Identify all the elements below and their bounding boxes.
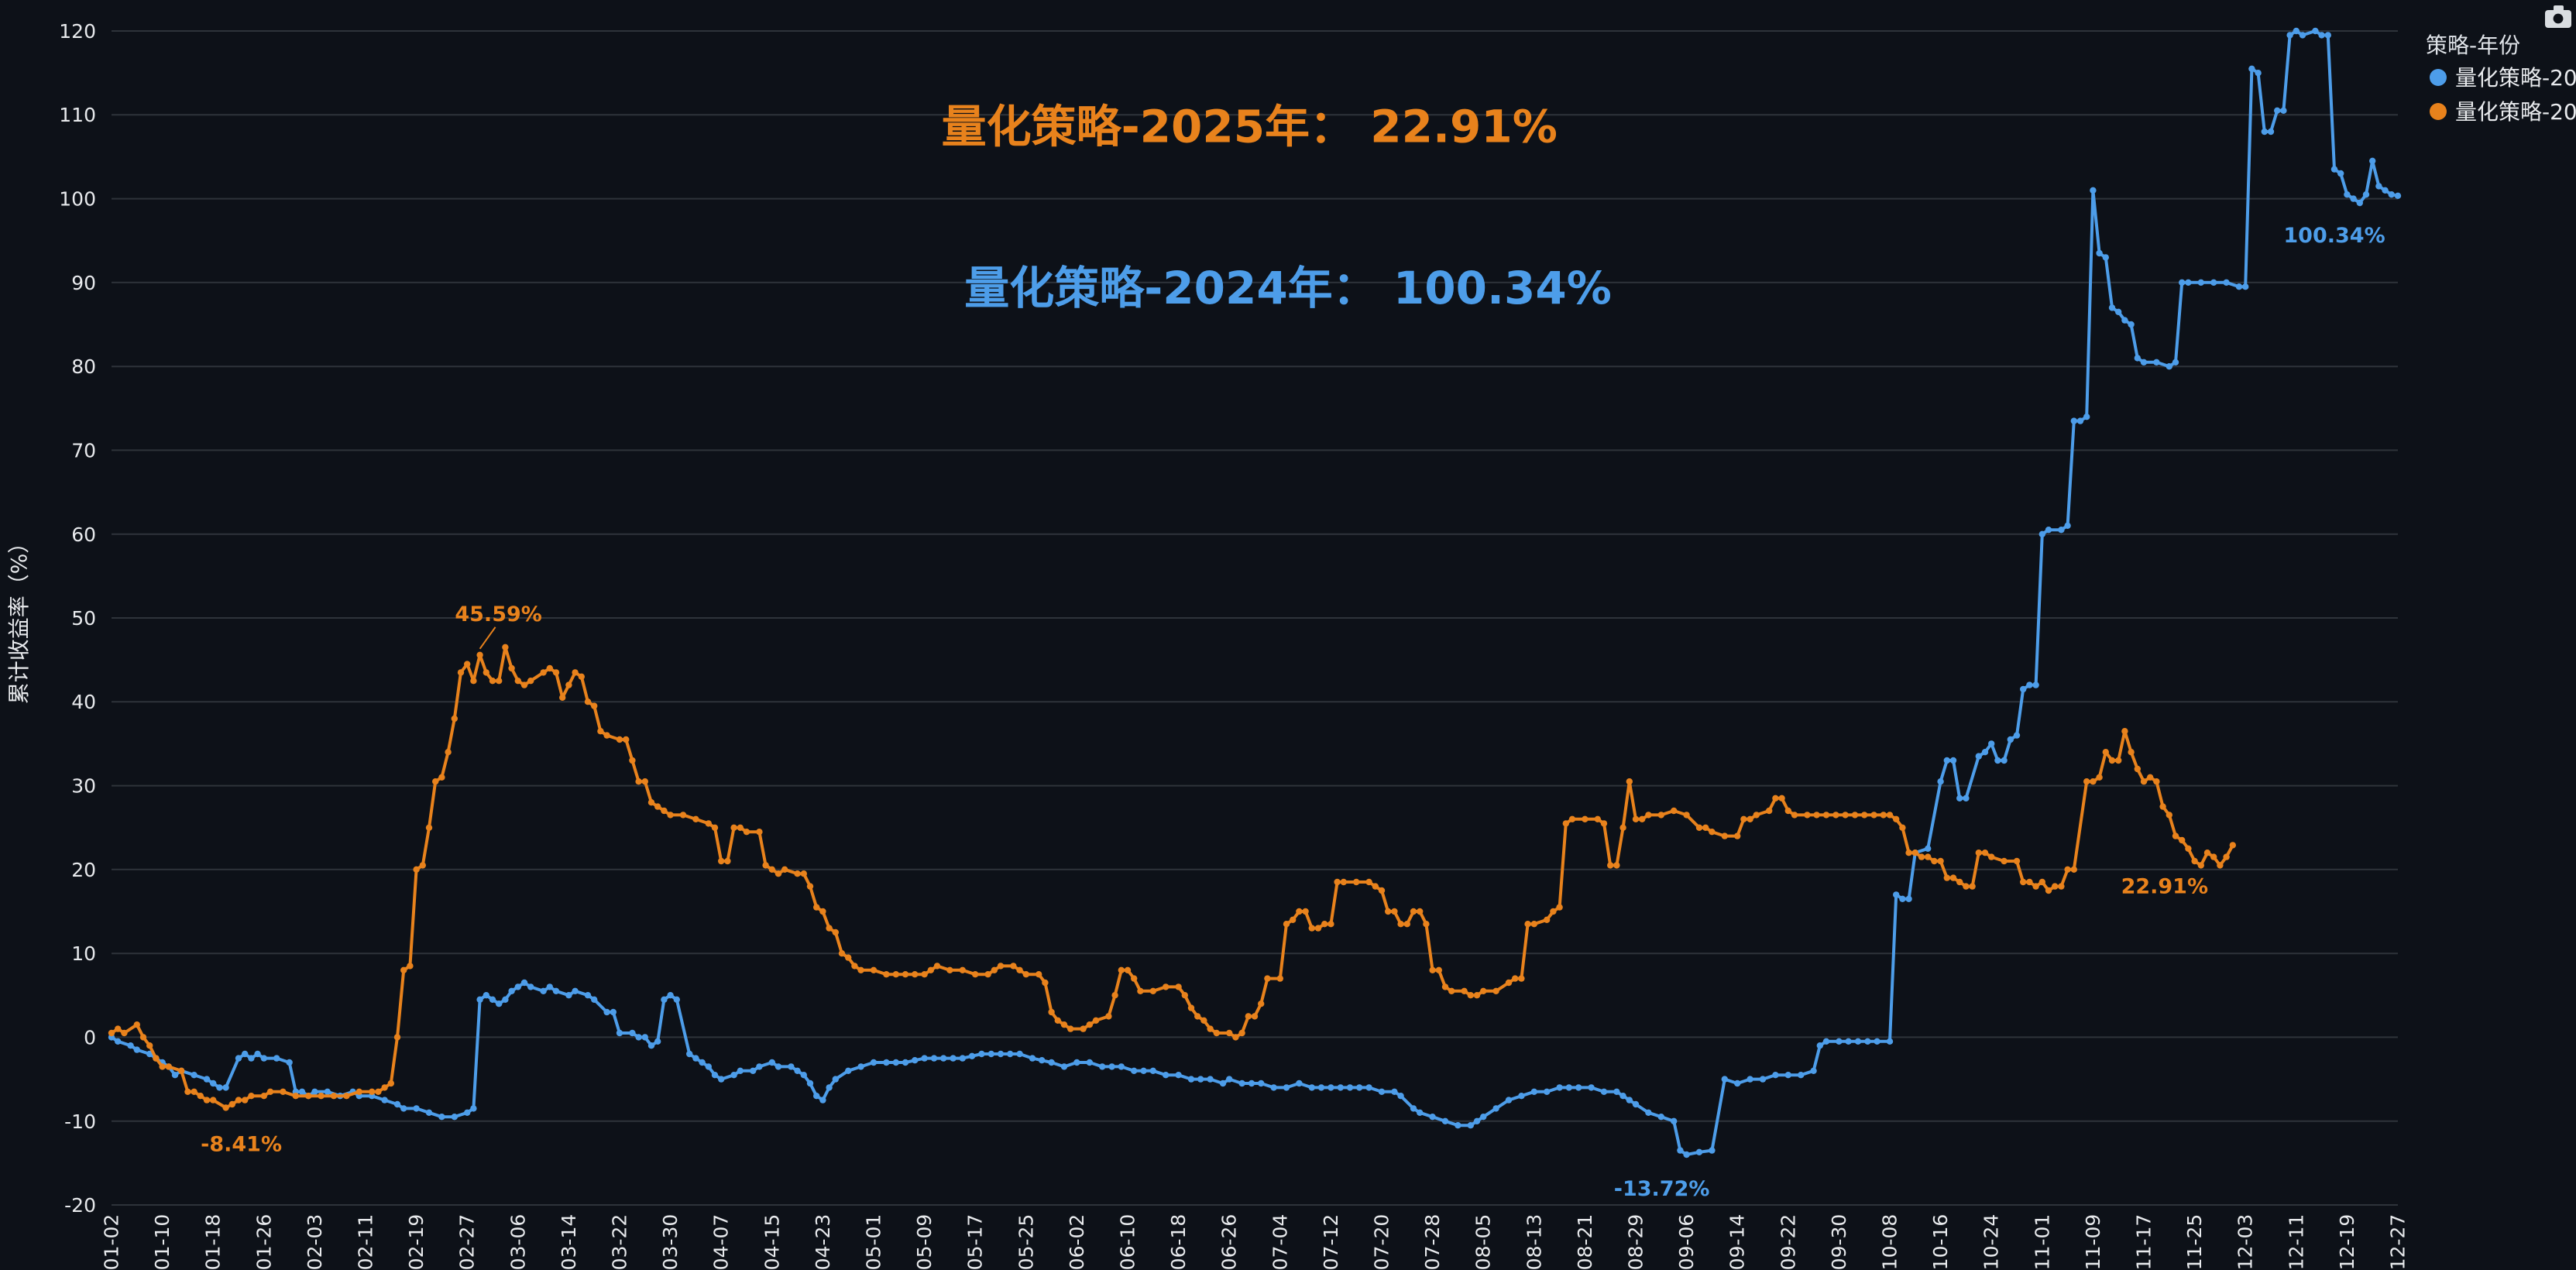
x-tick-label: 12-19 — [2336, 1214, 2358, 1270]
y-tick-label: 100 — [59, 188, 96, 211]
y-tick-label: 30 — [71, 775, 96, 798]
x-tick-label: 07-04 — [1269, 1214, 1291, 1270]
x-tick-label: 06-02 — [1066, 1214, 1088, 1270]
x-tick-label: 08-05 — [1472, 1214, 1495, 1270]
series-line-1[interactable] — [110, 645, 2234, 1110]
y-tick-label: 110 — [59, 104, 96, 126]
series-line-0[interactable] — [110, 29, 2399, 1156]
x-tick-label: 04-07 — [710, 1214, 733, 1270]
x-tick-label: 02-27 — [456, 1214, 479, 1270]
legend-label-2024: 量化策略-2024年 — [2455, 65, 2576, 91]
series-markers-1 — [108, 644, 2236, 1111]
x-tick-label: 11-25 — [2183, 1214, 2206, 1270]
y-tick-label: 0 — [84, 1026, 96, 1049]
x-tick-label: 08-21 — [1574, 1214, 1596, 1270]
x-tick-label: 04-15 — [761, 1214, 783, 1270]
x-tick-label: 05-25 — [1015, 1214, 1037, 1270]
legend-title: 策略-年份 — [2426, 33, 2520, 58]
x-tick-label: 10-16 — [1929, 1214, 1952, 1270]
x-tick-label: 09-06 — [1675, 1214, 1698, 1270]
value-annotation-2: 45.59% — [455, 602, 541, 626]
legend: 策略-年份 量化策略-2024年 量化策略-2025年 — [2426, 33, 2576, 125]
x-tick-label: 08-13 — [1523, 1214, 1545, 1270]
x-tick-label: 09-22 — [1777, 1214, 1799, 1270]
headline-annotation-0: 量化策略-2025年： 22.91% — [942, 101, 1558, 153]
x-tick-label: 02-11 — [355, 1214, 377, 1270]
x-tick-label: 01-18 — [202, 1214, 225, 1270]
y-tick-label: 70 — [71, 439, 96, 462]
x-tick-label: 11-17 — [2133, 1214, 2155, 1270]
x-tick-label: 06-10 — [1117, 1214, 1139, 1270]
x-tick-label: 12-27 — [2387, 1214, 2409, 1270]
x-tick-label: 01-10 — [151, 1214, 173, 1270]
y-tick-label: 20 — [71, 859, 96, 881]
legend-item-2025[interactable]: 量化策略-2025年 — [2430, 99, 2576, 125]
x-tick-label: 05-09 — [913, 1214, 936, 1270]
y-tick-label: 60 — [71, 523, 96, 546]
x-tick-label: 11-09 — [2082, 1214, 2104, 1270]
x-tick-label: 03-22 — [609, 1214, 631, 1270]
x-tick-label: 02-19 — [405, 1214, 428, 1270]
legend-label-2025: 量化策略-2025年 — [2455, 99, 2576, 125]
y-tick-label: 120 — [59, 20, 96, 43]
plot-area: -20 -10 0 10 20 30 40 50 60 70 80 90 100 110 120 01-02 0… — [6, 20, 2409, 1270]
x-tick-label: 05-17 — [964, 1214, 987, 1270]
y-tick-label: -10 — [64, 1110, 96, 1133]
legend-item-2024[interactable]: 量化策略-2024年 — [2430, 65, 2576, 91]
x-tick-label: 07-28 — [1421, 1214, 1444, 1270]
camera-icon[interactable] — [2545, 5, 2571, 28]
y-axis-title: 累计收益率（%） — [6, 532, 32, 705]
y-tick-label: 40 — [71, 691, 96, 713]
legend-swatch-2025-icon — [2430, 103, 2447, 120]
x-tick-label: 03-14 — [558, 1214, 580, 1270]
value-annotation-4: -13.72% — [1614, 1177, 1710, 1201]
x-tick-label: 02-03 — [304, 1214, 326, 1270]
series-markers-0 — [108, 27, 2402, 1158]
x-tick-label: 04-23 — [812, 1214, 834, 1270]
x-tick-label: 10-24 — [1980, 1214, 2003, 1270]
value-annotation-6: 22.91% — [2121, 874, 2208, 898]
x-tick-label: 12-11 — [2285, 1214, 2307, 1270]
x-tick-label: 01-26 — [252, 1214, 275, 1270]
y-tick-label: -20 — [64, 1194, 96, 1217]
x-tick-label: 08-29 — [1625, 1214, 1647, 1270]
x-tick-label: 07-12 — [1320, 1214, 1342, 1270]
x-tick-label: 12-03 — [2234, 1214, 2257, 1270]
x-tick-label: 10-08 — [1879, 1214, 1901, 1270]
x-tick-label: 06-18 — [1167, 1214, 1190, 1270]
x-tick-label: 03-06 — [507, 1214, 529, 1270]
x-tick-label: 09-30 — [1828, 1214, 1850, 1270]
x-tick-label: 07-20 — [1371, 1214, 1393, 1270]
x-tick-label: 06-26 — [1218, 1214, 1241, 1270]
y-tick-label: 10 — [71, 942, 96, 965]
value-annotation-3: -8.41% — [201, 1132, 282, 1156]
legend-swatch-2024-icon — [2430, 69, 2447, 86]
value-annotation-5: 100.34% — [2283, 224, 2385, 248]
x-tick-label: 05-01 — [863, 1214, 885, 1270]
x-tick-label: 01-02 — [101, 1214, 123, 1270]
x-tick-label: 11-01 — [2031, 1214, 2053, 1270]
y-tick-label: 50 — [71, 607, 96, 630]
annotation-arrow — [479, 626, 496, 650]
y-tick-label: 80 — [71, 355, 96, 378]
x-tick-label: 09-14 — [1726, 1214, 1749, 1270]
headline-annotation-1: 量化策略-2024年： 100.34% — [964, 262, 1612, 314]
x-tick-label: 03-30 — [659, 1214, 682, 1270]
y-tick-label: 90 — [71, 272, 96, 294]
